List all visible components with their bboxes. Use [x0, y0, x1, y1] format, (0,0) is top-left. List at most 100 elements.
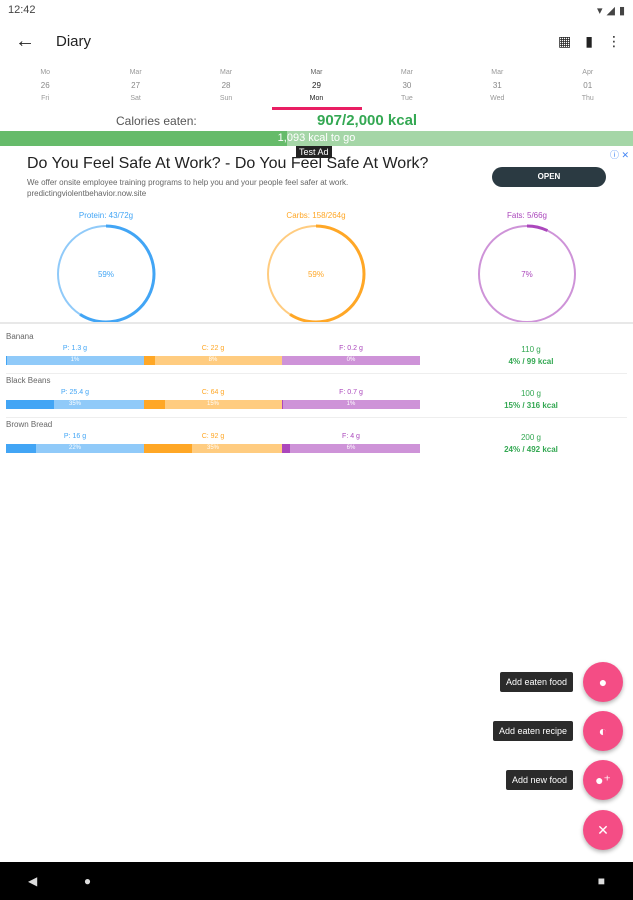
- nav-home-icon[interactable]: ●: [83, 874, 92, 888]
- protein-ring: 59%: [56, 224, 156, 324]
- close-fab-row: ✕: [583, 810, 623, 850]
- carbs-grams: C: 92 g: [201, 433, 225, 440]
- app-bar: ← Diary ▦ ▮ ⋮: [0, 20, 633, 62]
- food-kcal: 24% / 492 kcal: [504, 445, 558, 454]
- fats-cell: 0%: [282, 356, 420, 365]
- protein-percent: 35%: [68, 401, 81, 407]
- nav-back-icon[interactable]: ◀: [28, 874, 38, 888]
- food-item[interactable]: Banana P: 1.3 g C: 22 g F: 0.2 g 1% 8% 0…: [6, 330, 627, 374]
- protein-grams: P: 16 g: [63, 433, 87, 440]
- ad-badge: Test Ad: [296, 146, 332, 158]
- fats-fill: [282, 444, 291, 453]
- date-month: Mar: [491, 69, 504, 76]
- date-item[interactable]: Mar 31 Wed: [452, 64, 542, 112]
- macro-fats: Fats: 5/66g 7%: [467, 211, 587, 324]
- food-name: Banana: [6, 332, 34, 341]
- status-time: 12:42: [8, 4, 36, 16]
- protein-percent: 22%: [68, 445, 81, 451]
- date-number: 31: [492, 81, 502, 90]
- page-title: Diary: [56, 32, 92, 50]
- food-grams: 200 g: [520, 433, 542, 442]
- carbs-grams: C: 64 g: [201, 389, 225, 396]
- nav-recents-icon[interactable]: ■: [597, 874, 605, 888]
- protein-grams: P: 1.3 g: [62, 345, 88, 352]
- add-eaten-food-button[interactable]: ●: [583, 662, 623, 702]
- ad-open-button[interactable]: OPEN: [492, 167, 606, 187]
- date-item[interactable]: Mo 26 Fri: [0, 64, 90, 112]
- date-number: 27: [131, 81, 141, 90]
- carbs-ring: 59%: [266, 224, 366, 324]
- close-fab-button[interactable]: ✕: [583, 810, 623, 850]
- food-kcal: 15% / 316 kcal: [504, 401, 558, 410]
- add-new-food-label[interactable]: Add new food: [505, 770, 573, 790]
- macro-bar: 22% 35% 6%: [6, 444, 420, 453]
- calories-progress-bar: 1,093 kcal to go: [0, 131, 633, 146]
- add-eaten-recipe-button[interactable]: ◐: [583, 711, 623, 751]
- date-number: 01: [583, 81, 593, 90]
- date-item[interactable]: Apr 01 Thu: [543, 64, 633, 112]
- date-item[interactable]: Mar 28 Sun: [181, 64, 271, 112]
- food-name: Brown Bread: [6, 420, 53, 429]
- system-nav-bar: ◀ ● ■: [0, 862, 633, 900]
- food-item[interactable]: Black Beans P: 25.4 g C: 64 g F: 0.7 g 3…: [6, 374, 627, 418]
- date-item[interactable]: Mar 27 Sat: [90, 64, 180, 112]
- apple-icon: ●: [598, 674, 608, 690]
- ad-headline[interactable]: Do You Feel Safe At Work? - Do You Feel …: [27, 155, 429, 172]
- fats-grams: F: 0.7 g: [339, 389, 363, 396]
- macro-bar: 1% 8% 0%: [6, 356, 420, 365]
- fats-ring: 7%: [477, 224, 577, 324]
- date-month: Mar: [129, 69, 142, 76]
- carbs-percent: 35%: [206, 445, 219, 451]
- add-eaten-food-label[interactable]: Add eaten food: [499, 672, 573, 692]
- date-weekday: Sun: [219, 95, 233, 102]
- food-grams: 110 g: [521, 345, 541, 354]
- section-divider: [0, 322, 633, 324]
- add-new-food-button[interactable]: ●⁺: [583, 760, 623, 800]
- ad-banner[interactable]: Do You Feel Safe At Work? - Do You Feel …: [0, 146, 633, 208]
- carbs-fill: [144, 444, 193, 453]
- calendar-icon[interactable]: ▦: [558, 32, 572, 49]
- fats-fill: [282, 400, 284, 409]
- fats-percent: 0%: [346, 357, 356, 363]
- chart-icon[interactable]: ▮: [585, 32, 593, 49]
- protein-cell: 35%: [6, 400, 144, 409]
- calories-label: Calories eaten:: [116, 114, 197, 128]
- more-options-icon[interactable]: ⋮: [607, 32, 621, 49]
- food-item[interactable]: Brown Bread P: 16 g C: 92 g F: 4 g 22% 3…: [6, 418, 627, 462]
- ad-site: predictingviolentbehavior.now.site: [27, 189, 147, 198]
- ring-percent: 7%: [521, 270, 533, 279]
- fats-percent: 1%: [346, 401, 356, 407]
- carbs-cell: 15%: [144, 400, 282, 409]
- date-item-selected[interactable]: Mar 29 Mon: [271, 64, 361, 112]
- date-item[interactable]: Mar 30 Tue: [362, 64, 452, 112]
- status-icons: ▾ ◢ ▮: [597, 4, 625, 17]
- food-name: Black Beans: [6, 376, 51, 385]
- date-month: Mar: [220, 69, 233, 76]
- fats-percent: 6%: [346, 445, 356, 451]
- ad-body: We offer onsite employee training progra…: [27, 177, 457, 199]
- food-kcal: 4% / 99 kcal: [508, 357, 554, 366]
- fats-grams: F: 0.2 g: [339, 345, 363, 352]
- ring-progress: [477, 224, 577, 324]
- ring-percent: 59%: [308, 270, 324, 279]
- wifi-icon: ▾: [596, 4, 603, 17]
- status-bar: 12:42 ▾ ◢ ▮: [0, 0, 633, 20]
- macro-protein: Protein: 43/72g 59%: [46, 211, 166, 324]
- protein-fill: [6, 400, 55, 409]
- carbs-fill: [144, 356, 156, 365]
- macro-label: Fats: 5/66g: [506, 211, 548, 220]
- protein-percent: 1%: [70, 357, 80, 363]
- macro-label: Protein: 43/72g: [78, 211, 134, 220]
- back-arrow-icon[interactable]: ←: [15, 29, 35, 52]
- protein-fill: [6, 444, 37, 453]
- date-number: 30: [402, 81, 412, 90]
- date-weekday: Sat: [130, 95, 141, 102]
- date-month: Apr: [582, 69, 594, 76]
- add-eaten-recipe-label[interactable]: Add eaten recipe: [492, 721, 573, 741]
- date-weekday: Fri: [41, 95, 50, 102]
- date-strip: Mo 26 Fri Mar 27 Sat Mar 28 Sun Mar 29 Mon Mar 30…: [0, 64, 633, 112]
- ad-info-close-icon[interactable]: ⓘ ✕: [609, 150, 629, 160]
- protein-grams: P: 25.4 g: [60, 389, 90, 396]
- calories-value: 907/2,000 kcal: [317, 112, 418, 129]
